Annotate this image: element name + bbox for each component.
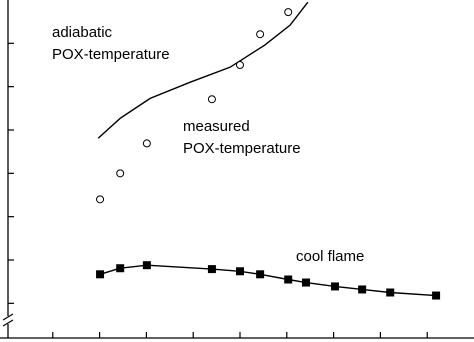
axis-break xyxy=(2,319,14,327)
series-line xyxy=(97,1,309,139)
point xyxy=(301,278,310,287)
point xyxy=(284,275,293,284)
point xyxy=(236,61,244,69)
point xyxy=(207,265,216,274)
point xyxy=(96,270,105,279)
point xyxy=(207,95,216,104)
point xyxy=(116,169,125,178)
point xyxy=(236,267,244,276)
point xyxy=(284,8,293,17)
annotation: adiabatic xyxy=(52,24,113,41)
annotation: cool flame xyxy=(296,248,364,265)
annotation: measured xyxy=(183,118,250,135)
point xyxy=(256,270,265,279)
annotation: POX-temperature xyxy=(52,46,170,63)
point xyxy=(142,261,151,270)
axis-break xyxy=(2,313,14,321)
point xyxy=(331,282,340,291)
point xyxy=(358,285,367,294)
annotation: POX-temperature xyxy=(183,140,301,157)
series-line xyxy=(99,264,437,297)
point xyxy=(386,288,395,297)
point xyxy=(116,264,125,273)
point xyxy=(142,139,151,148)
point xyxy=(432,291,441,300)
point xyxy=(96,195,105,204)
point xyxy=(256,30,265,39)
